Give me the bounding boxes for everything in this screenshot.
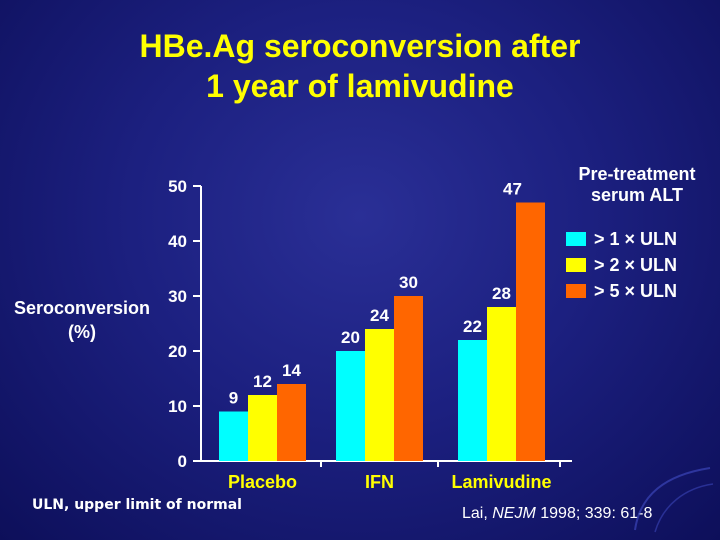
legend-item-gt5-uln: > 5 × ULN [566, 278, 677, 304]
chart-title: HBe.Ag seroconversion after 1 year of la… [0, 26, 720, 106]
legend-label-gt2-uln: > 2 × ULN [594, 254, 678, 275]
legend-item-gt2-uln: > 2 × ULN [566, 252, 677, 278]
bar-value-label: 9 [229, 389, 238, 408]
legend-title-line-1: Pre-treatment [578, 164, 696, 184]
footnote: ULN, upper limit of normal [32, 497, 242, 513]
bar-placebo-series-3 [277, 384, 306, 461]
citation-author: Lai, [462, 505, 493, 522]
bar-value-label: 14 [282, 361, 301, 380]
bar-value-label: 12 [253, 372, 272, 391]
chart-title-line-1: HBe.Ag seroconversion after [139, 28, 581, 64]
legend-title-line-2: serum ALT [590, 185, 683, 205]
y-tick-label: 10 [168, 397, 187, 416]
bar-lamivudine-series-1 [458, 340, 487, 461]
bar-value-label: 47 [503, 180, 522, 199]
legend-swatch-gt1-uln [566, 232, 586, 246]
bar-ifn-series-2 [365, 329, 394, 461]
bar-ifn-series-3 [394, 296, 423, 461]
x-category-label: IFN [365, 472, 394, 492]
y-tick-label: 30 [168, 287, 187, 306]
legend-label-gt1-uln: > 1 × ULN [594, 228, 678, 249]
bar-value-label: 30 [399, 273, 418, 292]
bar-ifn-series-1 [336, 351, 365, 461]
bar-placebo-series-2 [248, 395, 277, 461]
x-category-label: Placebo [228, 472, 297, 492]
bar-lamivudine-series-2 [487, 307, 516, 461]
bar-value-label: 22 [463, 317, 482, 336]
bar-lamivudine-series-3 [516, 202, 545, 461]
bar-value-label: 28 [492, 284, 511, 303]
decorative-swoosh-graphic [634, 467, 714, 533]
bar-value-label: 20 [341, 328, 360, 347]
citation: Lai, NEJM 1998; 339: 61-8 [462, 505, 652, 523]
legend-item-gt1-uln: > 1 × ULN [566, 226, 677, 252]
citation-journal: NEJM [492, 505, 536, 522]
y-tick-label: 20 [168, 342, 187, 361]
legend: > 1 × ULN > 2 × ULN > 5 × ULN [566, 226, 677, 304]
bar-value-label: 24 [370, 306, 389, 325]
legend-title: Pre-treatment serum ALT [562, 164, 712, 206]
bar-placebo-series-1 [219, 411, 248, 461]
legend-swatch-gt2-uln [566, 258, 586, 272]
y-tick-label: 0 [178, 452, 187, 471]
y-axis-label-line-2: (%) [68, 322, 96, 342]
y-tick-label: 40 [168, 232, 187, 251]
y-axis-label-line-1: Seroconversion [13, 298, 151, 318]
y-axis-label: Seroconversion (%) [4, 296, 160, 344]
legend-label-gt5-uln: > 5 × ULN [594, 280, 678, 301]
y-tick-label: 50 [168, 177, 187, 196]
x-category-label: Lamivudine [451, 472, 551, 492]
chart-title-line-2: 1 year of lamivudine [206, 68, 514, 104]
citation-details: 1998; 339: 61-8 [535, 505, 653, 522]
legend-swatch-gt5-uln [566, 284, 586, 298]
